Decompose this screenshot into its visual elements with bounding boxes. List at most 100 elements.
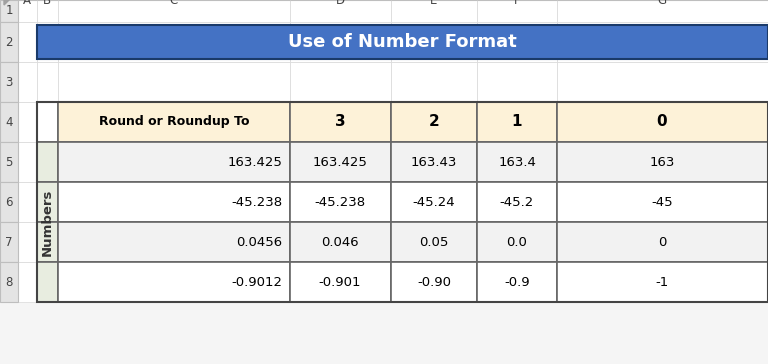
Text: G: G xyxy=(657,0,667,7)
Bar xyxy=(37,102,58,142)
Bar xyxy=(58,102,290,142)
Bar xyxy=(477,182,557,222)
Text: F: F xyxy=(514,0,520,7)
Text: Use of Number Format: Use of Number Format xyxy=(288,33,516,51)
Bar xyxy=(37,102,58,142)
Text: 163: 163 xyxy=(649,155,674,169)
Bar xyxy=(18,0,37,22)
Bar xyxy=(557,262,768,302)
Text: 3: 3 xyxy=(335,115,346,130)
Text: -45.24: -45.24 xyxy=(412,195,455,209)
Text: -45.238: -45.238 xyxy=(231,195,282,209)
Bar xyxy=(37,0,58,22)
Text: -0.90: -0.90 xyxy=(417,276,451,289)
Bar xyxy=(477,142,557,182)
Bar xyxy=(0,222,18,262)
Text: -0.9012: -0.9012 xyxy=(231,276,282,289)
Bar xyxy=(37,22,58,62)
Bar xyxy=(477,262,557,302)
Bar xyxy=(477,182,557,222)
Bar xyxy=(290,182,391,222)
Bar xyxy=(37,222,58,262)
Bar xyxy=(290,262,391,302)
Bar xyxy=(58,22,290,62)
Text: -45: -45 xyxy=(651,195,673,209)
Text: 163.425: 163.425 xyxy=(313,155,367,169)
Bar xyxy=(58,182,290,222)
Bar xyxy=(557,0,768,22)
Text: -1: -1 xyxy=(655,276,669,289)
Bar xyxy=(477,102,557,142)
Bar xyxy=(0,142,18,182)
Text: 1: 1 xyxy=(5,4,13,17)
Bar xyxy=(391,262,477,302)
Text: 4: 4 xyxy=(5,115,13,128)
Bar xyxy=(391,102,477,142)
Bar xyxy=(557,142,768,182)
Bar xyxy=(391,182,477,222)
Bar xyxy=(290,102,391,142)
Text: -0.9: -0.9 xyxy=(504,276,530,289)
Bar xyxy=(391,262,477,302)
Bar xyxy=(557,102,768,142)
Bar xyxy=(477,262,557,302)
Bar xyxy=(391,22,477,62)
Bar xyxy=(18,262,37,302)
Text: 1: 1 xyxy=(511,115,522,130)
Bar xyxy=(477,142,557,182)
Bar xyxy=(37,142,58,182)
Bar xyxy=(18,142,37,182)
Text: 0: 0 xyxy=(658,236,666,249)
Bar xyxy=(18,102,37,142)
Bar xyxy=(557,222,768,262)
Bar xyxy=(290,0,391,22)
Bar xyxy=(37,262,58,302)
Text: 0.0456: 0.0456 xyxy=(236,236,282,249)
Bar xyxy=(58,62,290,102)
Text: A: A xyxy=(23,0,31,7)
Bar xyxy=(391,142,477,182)
Bar xyxy=(557,22,768,62)
Text: C: C xyxy=(170,0,178,7)
Bar xyxy=(557,262,768,302)
Text: Round or Roundup To: Round or Roundup To xyxy=(99,115,250,128)
Bar xyxy=(18,182,37,222)
Bar xyxy=(0,0,18,22)
Bar xyxy=(58,222,290,262)
Text: D: D xyxy=(336,0,345,7)
Text: B: B xyxy=(43,0,51,7)
Bar xyxy=(557,62,768,102)
Bar xyxy=(58,142,290,182)
Bar xyxy=(37,182,58,222)
Text: 2: 2 xyxy=(429,115,439,130)
Text: -45.238: -45.238 xyxy=(314,195,366,209)
Bar xyxy=(37,262,58,302)
Bar xyxy=(290,262,391,302)
Bar xyxy=(58,222,290,262)
Text: -0.901: -0.901 xyxy=(319,276,361,289)
Bar xyxy=(37,142,58,182)
Bar xyxy=(557,142,768,182)
Bar xyxy=(18,62,37,102)
Bar xyxy=(37,222,58,262)
Bar xyxy=(290,22,391,62)
Bar xyxy=(290,222,391,262)
Text: -45.2: -45.2 xyxy=(500,195,534,209)
Bar xyxy=(290,182,391,222)
Bar xyxy=(290,102,391,142)
Text: 163.425: 163.425 xyxy=(227,155,282,169)
Text: 0.0: 0.0 xyxy=(507,236,528,249)
Text: 0: 0 xyxy=(657,115,667,130)
Bar xyxy=(58,102,290,142)
Bar xyxy=(391,142,477,182)
Bar xyxy=(391,222,477,262)
Bar xyxy=(0,62,18,102)
Polygon shape xyxy=(4,0,14,5)
Bar xyxy=(58,0,290,22)
Bar xyxy=(391,62,477,102)
Bar xyxy=(290,142,391,182)
Bar xyxy=(37,182,58,222)
Text: 6: 6 xyxy=(5,195,13,209)
Text: 5: 5 xyxy=(5,155,13,169)
Bar xyxy=(37,62,58,102)
